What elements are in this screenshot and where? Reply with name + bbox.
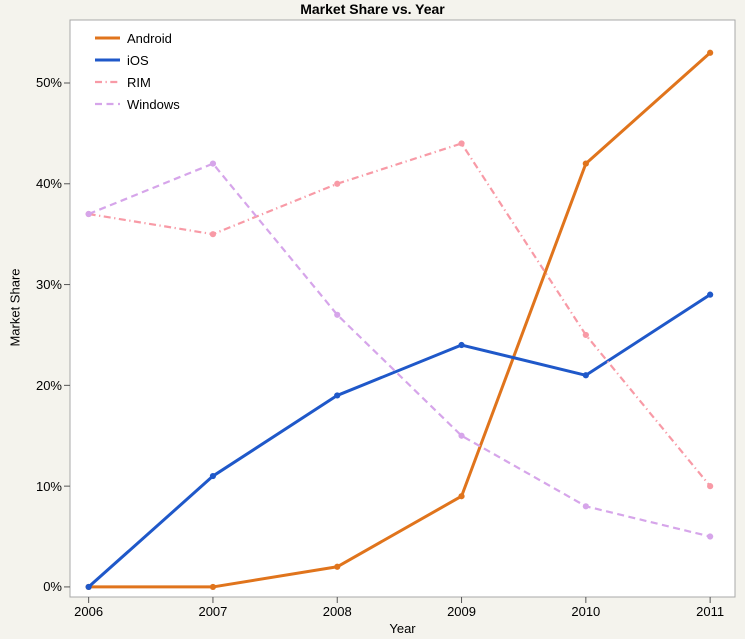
data-point-windows-2011	[707, 533, 714, 540]
legend-label-android: Android	[127, 30, 172, 46]
data-point-rim-2007	[209, 231, 217, 238]
data-point-ios-2010	[582, 372, 589, 379]
data-point-windows-2006	[85, 210, 92, 218]
series-line-rim	[88, 142, 711, 487]
data-point-android-2008	[334, 563, 341, 570]
x-tick-label: 2006	[74, 604, 104, 619]
legend-label-rim: RIM	[127, 74, 151, 90]
legend-item-rim: RIM	[95, 71, 180, 93]
legend-label-ios: iOS	[127, 52, 149, 68]
x-tick-label: 2011	[696, 604, 725, 619]
data-point-windows-2007	[209, 160, 217, 167]
data-point-android-2011	[707, 49, 714, 56]
data-point-android-2007	[209, 583, 217, 591]
data-point-ios-2006	[85, 583, 92, 591]
data-point-android-2010	[582, 160, 589, 167]
legend-swatch-ios	[95, 58, 120, 62]
legend: Android iOS RIM Windows	[95, 27, 180, 115]
series-line-android	[87, 51, 712, 589]
data-point-rim-2011	[707, 483, 714, 490]
y-tick-label: 20%	[35, 377, 62, 393]
data-point-ios-2011	[707, 291, 714, 298]
data-point-ios-2009	[458, 341, 465, 349]
y-tick-label: 0%	[43, 579, 62, 595]
data-point-ios-2008	[334, 392, 341, 399]
legend-label-windows: Windows	[127, 96, 180, 112]
x-tick-label: 2010	[571, 604, 601, 619]
x-tick-label: 2007	[198, 604, 228, 619]
chart-title: Market Share vs. Year	[300, 1, 445, 17]
series-line-windows	[88, 162, 711, 538]
y-tick-label: 40%	[35, 176, 62, 192]
data-point-rim-2010	[582, 331, 589, 339]
legend-swatch-rim	[95, 80, 120, 84]
data-point-android-2009	[458, 493, 465, 500]
legend-swatch-windows	[95, 102, 120, 106]
legend-item-windows: Windows	[95, 93, 180, 115]
y-tick-label: 50%	[35, 75, 62, 91]
legend-item-ios: iOS	[95, 49, 180, 71]
y-tick-label: 30%	[35, 277, 62, 293]
legend-item-android: Android	[95, 27, 180, 49]
data-point-windows-2008	[334, 311, 341, 318]
data-point-rim-2008	[334, 180, 341, 187]
x-axis-title: Year	[389, 621, 416, 636]
data-point-ios-2007	[209, 472, 217, 480]
x-tick-label: 2009	[447, 604, 476, 619]
legend-swatch-android	[95, 36, 120, 40]
data-point-windows-2010	[582, 503, 589, 510]
plot-frame	[69, 19, 736, 598]
x-tick-label: 2008	[322, 604, 352, 619]
y-tick-label: 10%	[35, 478, 62, 494]
data-point-rim-2009	[458, 140, 465, 147]
series-line-ios	[87, 293, 712, 589]
data-point-windows-2009	[458, 432, 465, 439]
